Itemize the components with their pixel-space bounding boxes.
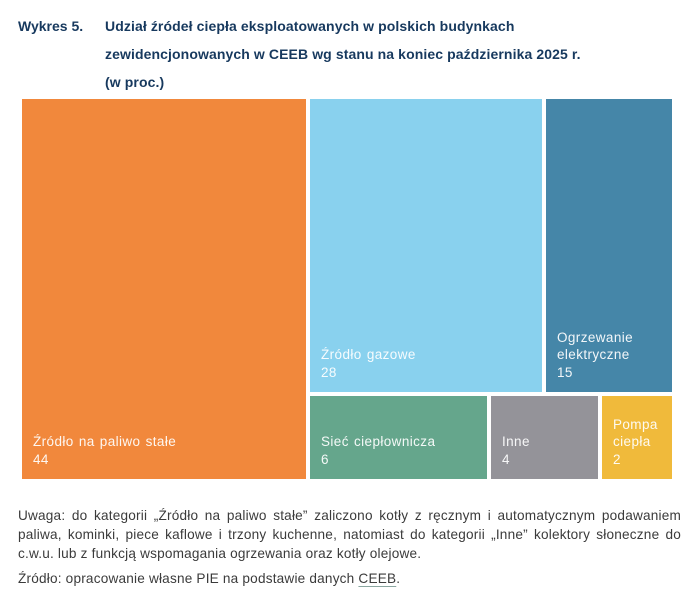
treemap-tile-district-heating: Sieć ciepłownicza 6 — [310, 396, 487, 479]
treemap-tile-solid-fuel: Źródło na paliwo stałe 44 — [22, 99, 306, 479]
source-text: Źródło: opracowanie własne PIE na podsta… — [18, 569, 680, 588]
chart-title: Udział źródeł ciepła eksploatowanych w p… — [105, 12, 581, 96]
tile-label: Źródło na paliwo stałe — [33, 434, 177, 449]
ceeb-link[interactable]: CEEB — [358, 571, 397, 586]
figure-label: Wykres 5. — [18, 18, 84, 34]
source-prefix: Źródło: opracowanie własne PIE na podsta… — [18, 571, 359, 586]
tile-value: 15 — [557, 364, 573, 380]
tile-value: 44 — [33, 451, 49, 467]
tile-value: 4 — [502, 451, 510, 467]
tile-label: Sieć ciepłownicza — [321, 434, 436, 449]
tile-value: 6 — [321, 451, 329, 467]
chart-title-line-3: (w proc.) — [105, 74, 165, 90]
chart-title-line-2: zewidencjonowanych w CEEB wg stanu na ko… — [105, 46, 581, 62]
chart-header: Wykres 5. Udział źródeł ciepła eksploato… — [18, 12, 680, 96]
chart-title-line-1: Udział źródeł ciepła eksploatowanych w p… — [105, 18, 515, 34]
treemap-tile-electric-heating: Ogrzewanie elektryczne 15 — [546, 99, 672, 392]
treemap-tile-heat-pump: Pompa ciepła 2 — [602, 396, 672, 479]
tile-label: Inne — [502, 434, 530, 449]
treemap-tile-other: Inne 4 — [491, 396, 598, 479]
source-suffix: . — [396, 571, 401, 586]
treemap-chart: Źródło na paliwo stałe 44 Źródło gazowe … — [22, 99, 672, 479]
tile-label: Pompa ciepła — [613, 416, 658, 450]
tile-value: 28 — [321, 364, 337, 380]
tile-label: Źródło gazowe — [321, 347, 416, 362]
tile-value: 2 — [613, 451, 621, 467]
treemap-tile-gas: Źródło gazowe 28 — [310, 99, 542, 392]
note-text: Uwaga: do kategorii „Źródło na paliwo st… — [18, 508, 681, 561]
tile-label: Ogrzewanie elektryczne — [557, 329, 634, 363]
